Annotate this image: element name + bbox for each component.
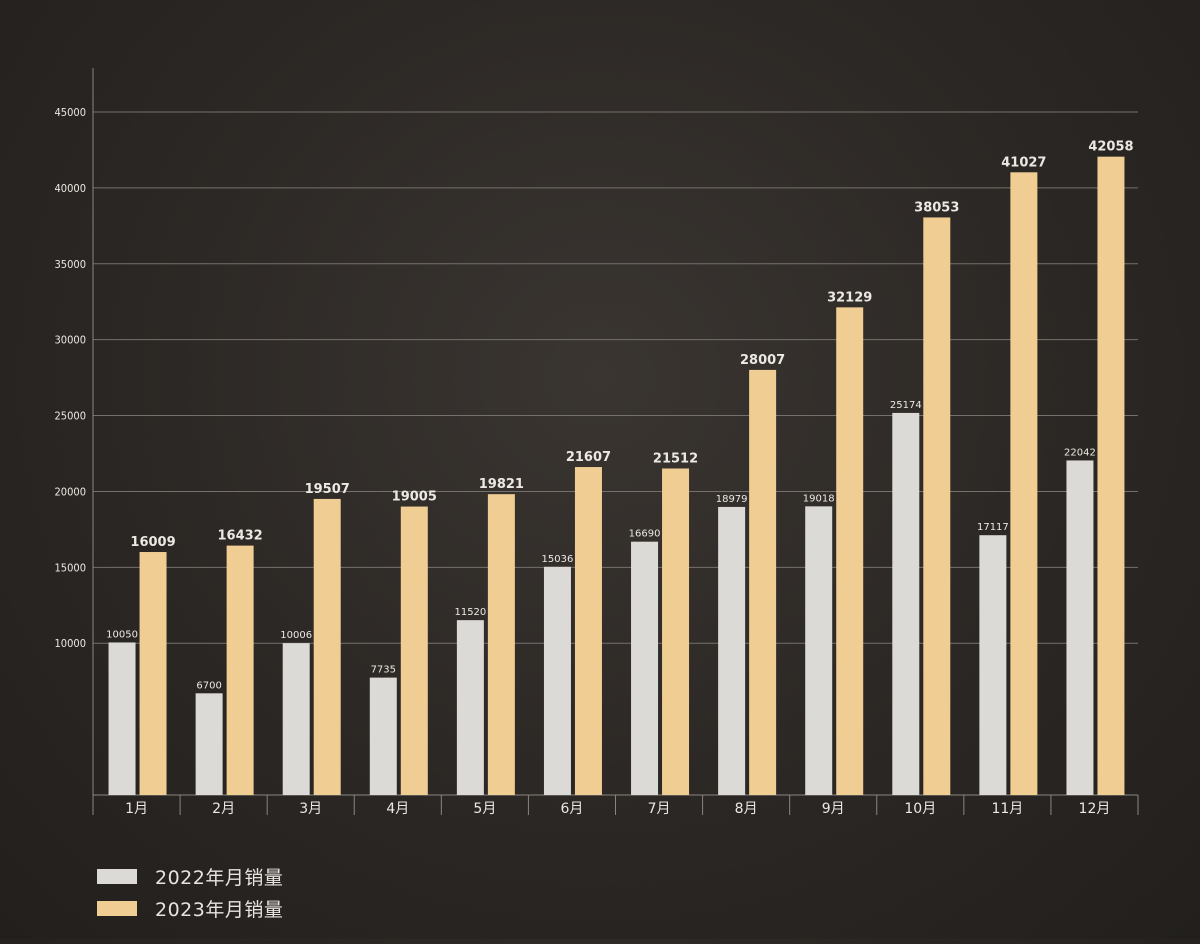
bar-2022: [979, 535, 1007, 795]
bar-2023: [836, 307, 864, 795]
bar-2023: [139, 552, 167, 795]
legend-item-2022: 2022年月销量: [97, 860, 497, 892]
bar-2023: [1097, 156, 1125, 795]
x-tick-label: 6月: [560, 801, 583, 817]
data-label-2023: 19821: [479, 477, 524, 492]
bar-2023: [749, 369, 777, 795]
x-tick-label: 2月: [212, 801, 235, 817]
bar-2022: [631, 541, 659, 795]
y-tick-label: 30000: [55, 334, 86, 347]
data-label-2023: 19005: [392, 490, 437, 505]
data-label-2023: 28007: [740, 353, 785, 368]
x-tick-label: 12月: [1079, 801, 1111, 817]
legend-swatch-2022: [97, 868, 137, 884]
bar-2022: [282, 643, 310, 795]
data-label-2022: 7735: [371, 665, 396, 676]
x-tick-label: 7月: [648, 801, 671, 817]
legend-label-2022: 2022年月销量: [155, 866, 284, 889]
data-label-2022: 25174: [890, 400, 922, 411]
x-tick-label: 8月: [735, 801, 758, 817]
data-label-2023: 21607: [566, 450, 611, 465]
bar-2022: [892, 412, 920, 795]
legend: 2022年月销量 2023年月销量: [97, 860, 497, 924]
bar-2023: [662, 468, 690, 795]
bar-2022: [718, 506, 746, 795]
x-tick-label: 9月: [822, 801, 845, 817]
data-label-2023: 19507: [305, 482, 350, 497]
y-tick-label: 10000: [55, 637, 86, 650]
bar-2022: [108, 642, 136, 795]
bar-2022: [369, 677, 397, 795]
data-label-2023: 32129: [827, 290, 872, 305]
data-label-2022: 22042: [1064, 447, 1096, 458]
x-tick-label: 5月: [473, 801, 496, 817]
bar-2022: [456, 620, 484, 795]
data-label-2022: 17117: [977, 522, 1009, 533]
bar-2023: [313, 498, 341, 795]
x-tick-label: 1月: [125, 801, 148, 817]
data-label-2022: 19018: [803, 493, 835, 504]
bar-2023: [400, 506, 428, 795]
x-tick-label: 4月: [386, 801, 409, 817]
data-label-2022: 6700: [196, 680, 221, 691]
bar-2022: [195, 693, 223, 795]
y-tick-label: 45000: [55, 106, 86, 119]
data-label-2023: 42058: [1088, 140, 1133, 155]
bar-2023: [923, 217, 951, 796]
y-tick-label: 20000: [55, 485, 86, 498]
data-label-2022: 16690: [629, 529, 661, 540]
y-tick-label: 40000: [55, 182, 86, 195]
data-label-2023: 38053: [914, 200, 959, 215]
y-tick-label: 35000: [55, 258, 86, 271]
bar-2023: [226, 545, 254, 795]
bar-2022: [805, 506, 833, 795]
bar-2022: [543, 566, 571, 795]
y-tick-label: 15000: [55, 561, 86, 574]
data-label-2023: 21512: [653, 451, 698, 466]
bar-2023: [1010, 172, 1038, 795]
data-label-2022: 15036: [542, 554, 574, 565]
data-label-2022: 10050: [106, 629, 138, 640]
legend-swatch-2023: [97, 900, 137, 916]
x-tick-label: 3月: [299, 801, 322, 817]
data-label-2023: 16009: [130, 535, 175, 550]
legend-item-2023: 2023年月销量: [97, 892, 497, 924]
x-tick-label: 11月: [991, 801, 1023, 817]
bar-2022: [1066, 460, 1094, 795]
y-tick-label: 25000: [55, 410, 86, 423]
bar-2023: [574, 467, 602, 795]
x-tick-label: 10月: [904, 801, 936, 817]
legend-label-2023: 2023年月销量: [155, 898, 284, 921]
bar-2023: [487, 494, 515, 795]
data-label-2023: 41027: [1001, 155, 1046, 170]
data-label-2023: 16432: [218, 529, 263, 544]
data-label-2022: 10006: [280, 630, 312, 641]
data-label-2022: 18979: [716, 494, 748, 505]
data-label-2022: 11520: [454, 607, 486, 618]
